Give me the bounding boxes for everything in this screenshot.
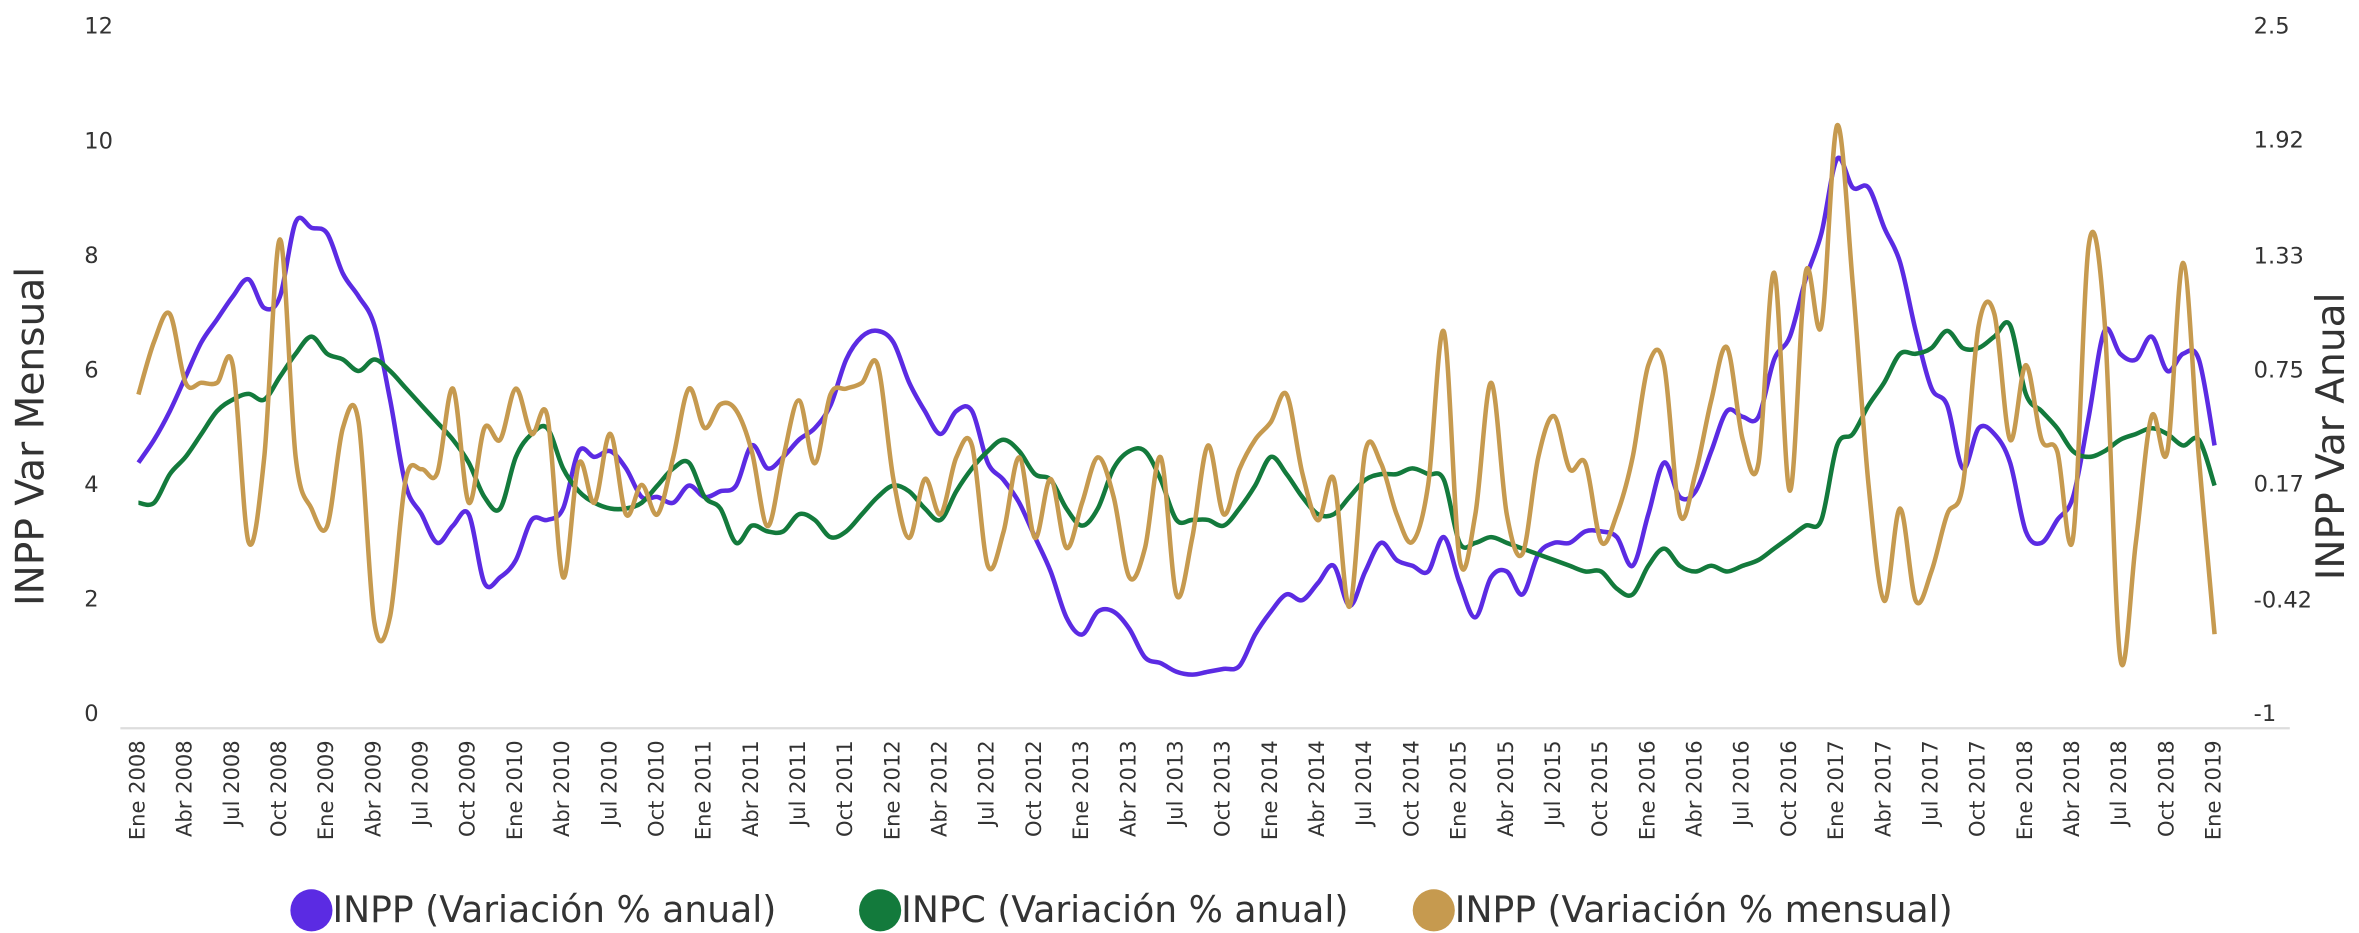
x-tick-label: Jul 2013 xyxy=(1162,740,1187,828)
x-tick-label: Abr 2016 xyxy=(1682,740,1707,837)
x-tick-label: Ene 2011 xyxy=(691,740,716,840)
x-tick-label: Jul 2012 xyxy=(974,740,999,828)
y-tick-label: 8 xyxy=(84,243,98,269)
legend-marker xyxy=(1412,889,1455,932)
x-tick-label: Abr 2011 xyxy=(738,740,763,837)
line xyxy=(136,155,2217,677)
y2-tick-label: 1.92 xyxy=(2254,128,2304,154)
x-tick-label: Oct 2010 xyxy=(643,740,668,837)
legend-marker xyxy=(859,889,902,932)
x-tick-label: Abr 2014 xyxy=(1304,740,1329,837)
x-tick-label: Abr 2018 xyxy=(2059,740,2084,837)
x-tick-label: Oct 2008 xyxy=(266,740,291,837)
x-tick-label: Ene 2019 xyxy=(2201,740,2226,840)
x-tick-label: Abr 2008 xyxy=(172,740,197,837)
y-tick-label: 2 xyxy=(84,587,98,613)
x-tick-label: Jul 2009 xyxy=(408,740,433,828)
x-tick-label: Oct 2013 xyxy=(1210,740,1235,837)
x-tick-label: Ene 2014 xyxy=(1257,740,1282,840)
y2-tick-label: -0.42 xyxy=(2254,587,2312,613)
y2-tick-label: 1.33 xyxy=(2254,244,2304,270)
y2-axis-title: INPP Var Anual xyxy=(2309,293,2354,581)
x-tick-label: Oct 2011 xyxy=(832,740,857,837)
x-tick-label: Abr 2012 xyxy=(927,740,952,837)
y-tick-label: 12 xyxy=(84,14,113,40)
x-tick-label: Jul 2014 xyxy=(1351,740,1376,828)
y2-tick-label: -1 xyxy=(2254,701,2276,727)
y-tick-label: 4 xyxy=(84,472,98,498)
x-tick-label: Abr 2009 xyxy=(360,740,385,837)
x-tick-label: Abr 2013 xyxy=(1115,740,1140,837)
y2-tick-label: 0.75 xyxy=(2254,357,2304,383)
y-tick-label: 6 xyxy=(84,357,98,383)
x-tick-label: Oct 2009 xyxy=(455,740,480,837)
x-tick-label: Abr 2017 xyxy=(1870,740,1895,837)
legend-label: INPP (Variación % anual) xyxy=(332,888,776,931)
legend-marker xyxy=(290,889,333,932)
x-tick-label: Oct 2017 xyxy=(1965,740,1990,837)
x-tick-label: Ene 2009 xyxy=(313,740,338,840)
y-axis-title: INPP Var Mensual xyxy=(9,267,54,606)
y2-tick-label: 0.17 xyxy=(2254,471,2304,497)
x-tick-label: Ene 2015 xyxy=(1446,740,1471,840)
y-tick-label: 0 xyxy=(84,701,98,727)
y-tick-label: 10 xyxy=(84,128,113,154)
x-tick-label: Oct 2016 xyxy=(1776,740,1801,837)
x-tick-label: Jul 2010 xyxy=(596,740,621,828)
x-tick-label: Oct 2015 xyxy=(1587,740,1612,837)
x-tick-label: Abr 2015 xyxy=(1493,740,1518,837)
y2-tick-label: 2.5 xyxy=(2254,14,2290,40)
line xyxy=(138,320,2217,598)
legend-label: INPC (Variación % anual) xyxy=(901,888,1348,931)
x-tick-label: Jul 2016 xyxy=(1729,740,1754,828)
x-tick-label: Oct 2018 xyxy=(2153,740,2178,837)
x-tick-label: Ene 2010 xyxy=(502,740,527,840)
x-tick-label: Jul 2018 xyxy=(2106,740,2131,828)
legend-label: INPP (Variación % mensual) xyxy=(1455,888,1953,931)
x-tick-label: Jul 2011 xyxy=(785,740,810,828)
x-tick-label: Jul 2008 xyxy=(219,740,244,828)
x-tick-label: Ene 2017 xyxy=(1823,740,1848,840)
x-tick-label: Jul 2015 xyxy=(1540,740,1565,828)
x-tick-label: Ene 2012 xyxy=(879,740,904,840)
x-tick-label: Ene 2013 xyxy=(1068,740,1093,840)
x-tick-label: Abr 2010 xyxy=(549,740,574,837)
x-tick-label: Jul 2017 xyxy=(1917,740,1942,828)
x-tick-label: Oct 2014 xyxy=(1398,740,1423,837)
x-tick-label: Ene 2016 xyxy=(1634,740,1659,840)
x-tick-label: Oct 2012 xyxy=(1021,740,1046,837)
line xyxy=(136,123,2217,668)
x-tick-label: Ene 2008 xyxy=(124,740,149,840)
x-tick-label: Ene 2018 xyxy=(2012,740,2037,840)
